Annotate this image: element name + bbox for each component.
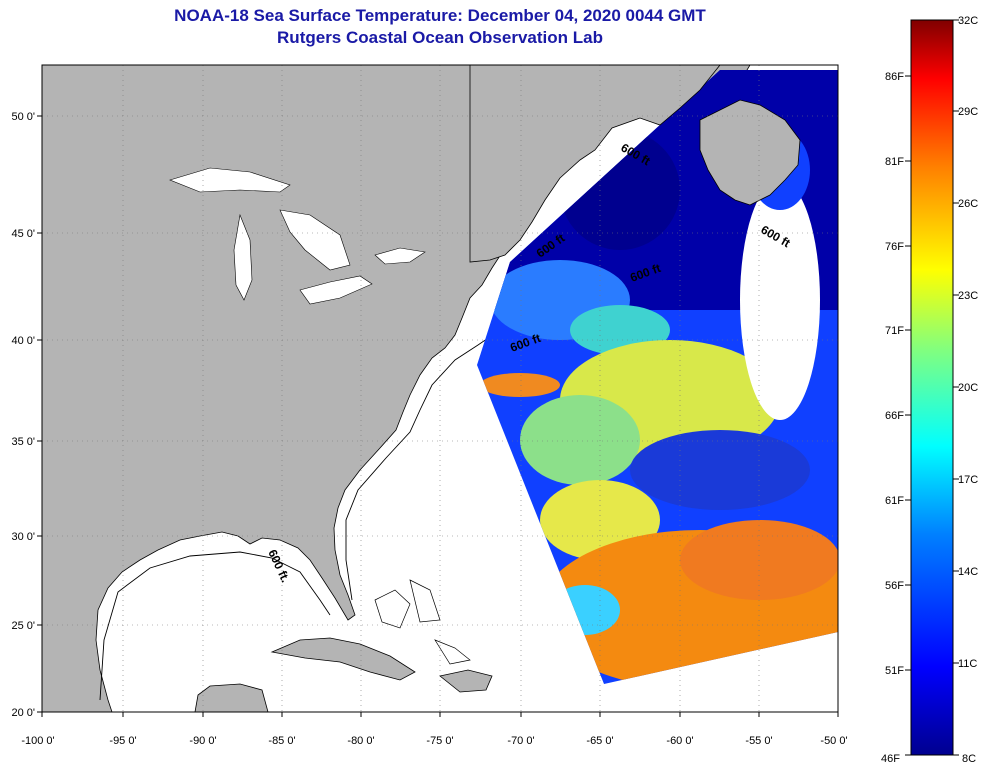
- colorbar-fahrenheit-labels: 86F 81F 76F 71F 66F 61F 56F 51F 46F: [881, 71, 904, 765]
- lon-tick-label: -60 0': [666, 735, 693, 747]
- longitude-labels: -100 0' -95 0' -90 0' -85 0' -80 0' -75 …: [21, 735, 847, 747]
- colorbar-celsius-labels: 32C 29C 26C 23C 20C 17C 14C 11C 8C: [958, 15, 978, 765]
- lon-tick-label: -80 0': [347, 735, 374, 747]
- lat-tick-label: 45 0': [11, 228, 35, 240]
- lon-tick-label: -55 0': [745, 735, 772, 747]
- latitude-labels: 50 0' 45 0' 40 0' 35 0' 30 0' 25 0' 20 0…: [11, 111, 35, 719]
- fahrenheit-label: 71F: [885, 325, 904, 337]
- fahrenheit-label: 86F: [885, 71, 904, 83]
- lat-tick-label: 40 0': [11, 335, 35, 347]
- fahrenheit-label: 81F: [885, 156, 904, 168]
- lat-tick-label: 20 0': [11, 707, 35, 719]
- celsius-label: 8C: [962, 753, 976, 765]
- fahrenheit-label: 51F: [885, 665, 904, 677]
- lat-tick-label: 35 0': [11, 436, 35, 448]
- lon-tick-label: -50 0': [820, 735, 847, 747]
- lon-tick-label: -70 0': [507, 735, 534, 747]
- celsius-label: 11C: [958, 658, 977, 670]
- map-title: NOAA-18 Sea Surface Temperature: Decembe…: [174, 6, 706, 25]
- lon-tick-label: -75 0': [426, 735, 453, 747]
- lon-tick-label: -90 0': [189, 735, 216, 747]
- great-lakes: [169, 167, 426, 305]
- colorbar: [910, 19, 954, 756]
- celsius-label: 26C: [958, 198, 978, 210]
- colorbar-ticks: [905, 19, 959, 756]
- lat-tick-label: 30 0': [11, 531, 35, 543]
- hispaniola-landmass: [439, 669, 493, 693]
- lon-tick-label: -85 0': [268, 735, 295, 747]
- fahrenheit-label: 66F: [885, 410, 904, 422]
- cuba-landmass: [270, 637, 416, 681]
- celsius-label: 20C: [958, 382, 978, 394]
- axis-ticks: [37, 115, 839, 717]
- celsius-label: 32C: [958, 15, 978, 27]
- map-subtitle: Rutgers Coastal Ocean Observation Lab: [277, 28, 603, 47]
- lat-tick-label: 50 0': [11, 111, 35, 123]
- celsius-label: 23C: [958, 290, 978, 302]
- celsius-label: 14C: [958, 566, 978, 578]
- celsius-label: 17C: [958, 474, 978, 486]
- fahrenheit-label: 61F: [885, 495, 904, 507]
- newfoundland-overlay: [699, 99, 801, 206]
- yucatan-landmass: [194, 683, 269, 712]
- nova-scotia-overlay: [469, 65, 721, 263]
- lon-tick-label: -100 0': [21, 735, 54, 747]
- lat-tick-label: 25 0': [11, 620, 35, 632]
- fahrenheit-label: 56F: [885, 580, 904, 592]
- celsius-label: 29C: [958, 106, 978, 118]
- fahrenheit-label: 46F: [881, 753, 900, 765]
- lon-tick-label: -65 0': [586, 735, 613, 747]
- lon-tick-label: -95 0': [109, 735, 136, 747]
- fahrenheit-label: 76F: [885, 241, 904, 253]
- sst-swath: [477, 70, 838, 684]
